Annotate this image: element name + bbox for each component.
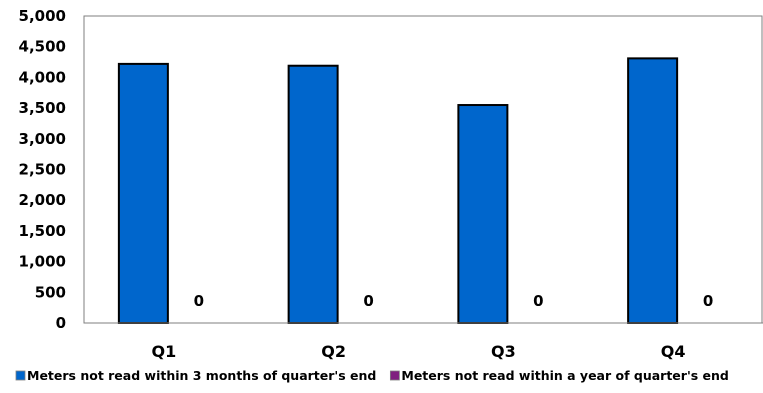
data-label-s2-q4: 0 xyxy=(703,292,713,310)
y-tick-label: 500 xyxy=(35,283,66,301)
legend-swatch-2 xyxy=(389,370,400,381)
bar-s1-q1 xyxy=(117,62,169,324)
bar-s1-q2 xyxy=(287,64,339,324)
legend-swatch-1 xyxy=(15,370,26,381)
x-tick-label-q2: Q2 xyxy=(321,342,346,361)
legend: Meters not read within 3 months of quart… xyxy=(15,368,729,383)
x-tick-label-q3: Q3 xyxy=(491,342,516,361)
y-tick-label: 4,000 xyxy=(19,68,66,86)
y-tick-label: 1,000 xyxy=(19,253,66,271)
axes xyxy=(83,15,763,324)
y-tick-label: 5,000 xyxy=(19,7,66,25)
y-tick-label: 2,500 xyxy=(19,161,66,179)
x-tick-label-q4: Q4 xyxy=(661,342,686,361)
x-tick-label-q1: Q1 xyxy=(152,342,177,361)
y-tick-label: 3,500 xyxy=(19,99,66,117)
data-label-s2-q2: 0 xyxy=(363,292,373,310)
bar-s1-q4 xyxy=(627,57,679,325)
y-tick-label: 0 xyxy=(56,314,66,332)
y-axis-ticks: 0 500 1,000 1,500 2,000 2,500 3,000 3,500 4,000 4… xyxy=(19,7,66,332)
data-label-s2-q1: 0 xyxy=(194,292,204,310)
data-label-s2-q3: 0 xyxy=(533,292,543,310)
legend-label-2: Meters not read within a year of quarter… xyxy=(401,368,729,383)
y-tick-label: 4,500 xyxy=(19,38,66,56)
bar-s1-q3 xyxy=(457,104,509,324)
x-axis-labels: Q1 Q2 Q3 Q4 xyxy=(152,342,686,361)
y-tick-label: 1,500 xyxy=(19,222,66,240)
data-labels: 0 0 0 0 xyxy=(194,292,714,310)
legend-label-1: Meters not read within 3 months of quart… xyxy=(27,368,376,383)
y-tick-label: 3,000 xyxy=(19,130,66,148)
y-tick-label: 2,000 xyxy=(19,191,66,209)
bars xyxy=(117,57,679,325)
